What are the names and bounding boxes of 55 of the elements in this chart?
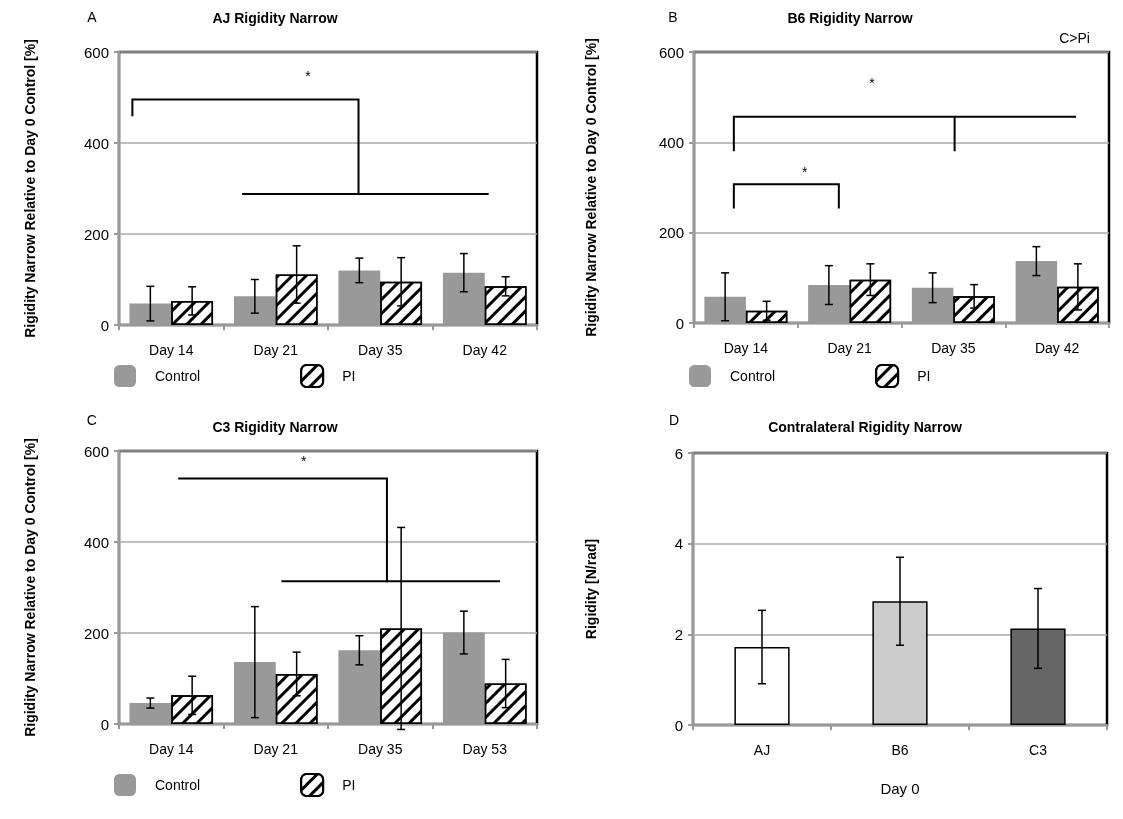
y-tick-label: 600 (83, 43, 109, 61)
legend-label: Control (155, 777, 201, 793)
y-tick-label: 600 (658, 43, 684, 61)
chart-title: C3 Rigidity Narrow (212, 419, 338, 435)
x-tick-label: C3 (1029, 742, 1048, 758)
legend-label: PI (342, 777, 356, 793)
x-tick-label: Day 53 (462, 741, 508, 757)
y-tick-label: 0 (674, 716, 683, 734)
x-tick-label: B6 (891, 742, 909, 758)
y-axis-title: Rigidity Narrow Relative to Day 0 Control [%] (21, 39, 38, 338)
x-tick-label: Day 42 (462, 342, 508, 358)
y-axis-title: Rigidity Narrow Relative to Day 0 Control [%] (21, 438, 38, 737)
y-tick-label: 2 (674, 625, 683, 643)
x-tick-label: AJ (753, 742, 771, 758)
chart-title: B6 Rigidity Narrow (787, 10, 913, 26)
x-tick-label: Day 42 (1034, 340, 1080, 356)
y-tick-label: 0 (100, 316, 109, 334)
x-tick-label: Day 21 (827, 340, 873, 356)
y-tick-label: 200 (83, 225, 109, 243)
x-tick-label: Day 14 (149, 741, 194, 757)
x-tick-label: Day 21 (253, 342, 299, 358)
legend-label: PI (917, 368, 931, 384)
chart-title: Contralateral Rigidity Narrow (768, 419, 962, 435)
y-axis-title: Rigidity Narrow Relative to Day 0 Control [%] (582, 38, 599, 337)
x-tick-label: Day 35 (358, 342, 403, 358)
chart-title: AJ Rigidity Narrow (212, 10, 338, 26)
text: C (86, 411, 97, 428)
x-tick-label: Day 14 (723, 340, 769, 356)
y-tick-label: 400 (83, 134, 109, 152)
text: B (668, 9, 678, 26)
y-tick-label: 4 (674, 535, 683, 553)
legend-label: Control (155, 368, 201, 384)
annotation: * (869, 74, 876, 91)
y-tick-label: 6 (674, 444, 683, 462)
y-tick-label: 200 (83, 624, 109, 642)
y-tick-label: 400 (83, 533, 109, 551)
legend-label: Control (730, 368, 776, 384)
y-axis-title: Rigidity [N/rad] (582, 538, 599, 640)
text: D (668, 412, 680, 429)
annotation: * (301, 453, 308, 470)
x-tick-label: Day 35 (931, 340, 976, 356)
y-tick-label: 600 (83, 442, 109, 460)
x-axis-title: Day 0 (880, 780, 920, 797)
text: A (87, 9, 98, 26)
text: C>Pi (1059, 29, 1090, 46)
y-tick-label: 0 (675, 314, 684, 332)
legend-label: PI (342, 368, 356, 384)
y-tick-label: 400 (658, 133, 684, 151)
x-tick-label: Day 14 (149, 342, 194, 358)
x-tick-label: Day 21 (253, 741, 299, 757)
y-tick-label: 200 (658, 224, 684, 242)
x-tick-label: Day 35 (358, 741, 403, 757)
annotation: * (305, 68, 312, 85)
annotation: * (802, 164, 809, 181)
y-tick-label: 0 (100, 715, 109, 733)
